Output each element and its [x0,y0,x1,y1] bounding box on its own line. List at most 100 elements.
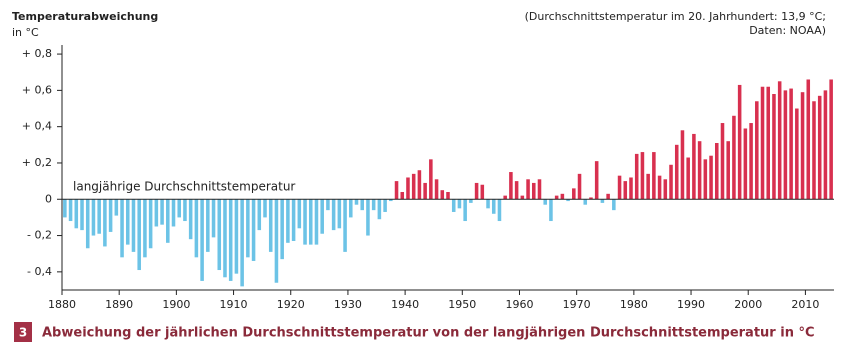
bar [417,170,422,200]
bar [577,173,582,200]
x-tick-label: 2010 [791,298,819,311]
y-tick-label: + 0,6 [22,83,52,96]
bar [234,199,239,274]
bar [457,199,462,209]
bar [251,199,256,261]
y-tick-label: - 0,2 [27,229,52,242]
bar [640,152,645,200]
y-tick-label: - 0,4 [27,265,52,278]
bar [400,192,405,200]
bar [143,199,147,258]
bar [246,199,250,258]
bar [349,199,353,218]
bar [486,199,490,209]
x-tick-label: 1900 [162,298,190,311]
bar [183,199,187,222]
bar [291,199,296,241]
bar [589,197,593,200]
bar [297,199,302,229]
bar [326,199,330,211]
bar [188,199,193,240]
x-tick-label: 1950 [448,298,476,311]
bar [68,199,73,222]
bar [423,182,427,200]
bar [434,179,439,200]
x-tick-label: 1980 [620,298,648,311]
bar [371,199,376,211]
bar [652,152,656,200]
bar [63,199,67,218]
bar [337,199,342,229]
y-tick-label: + 0,8 [22,47,52,60]
bar [194,199,199,258]
bar [554,195,559,200]
note: Daten: NOAA) [749,24,826,37]
bar [760,86,765,200]
bar [85,199,90,249]
bar [532,182,536,200]
bar [714,143,719,200]
bar [680,130,685,200]
bar [114,199,119,216]
bar [755,101,759,200]
bar [343,199,347,252]
bar [543,199,547,205]
bar [268,199,273,252]
bar [572,188,576,200]
bar [137,199,141,271]
bar [669,164,673,200]
bar [125,199,130,245]
bar [829,79,833,200]
bar [177,199,182,218]
bar [280,199,284,260]
bar [549,199,553,222]
bar [600,199,605,203]
bar [480,184,485,200]
bar [629,177,633,200]
bar [286,199,290,243]
bar [812,101,816,200]
bar [360,199,364,211]
bar [440,190,445,200]
bar [777,81,782,200]
bar [91,199,96,236]
bar [228,199,233,281]
bar [257,199,262,231]
bar [674,144,679,200]
bar [331,199,336,231]
bar [686,157,690,200]
bar [583,199,588,205]
bar [634,153,639,200]
bar [148,199,153,249]
note: (Durchschnittstemperatur im 20. Jahrhund… [525,10,826,23]
x-tick-label: 1920 [277,298,305,311]
bar [795,108,799,200]
bar [171,199,176,227]
x-tick-label: 1970 [563,298,591,311]
x-tick-label: 1930 [334,298,362,311]
bar [200,199,204,281]
bar [737,84,742,200]
bar [732,115,736,200]
bar [697,141,702,200]
bar [509,172,513,200]
bar [406,177,410,200]
bar [514,181,519,200]
bar [789,88,793,200]
bar [623,181,628,200]
bar [491,199,496,214]
bar [709,155,713,200]
bar [383,199,387,212]
figure-number: 3 [19,326,27,340]
bar [646,173,650,200]
bar [606,193,610,200]
bar [474,182,479,200]
bar [303,199,307,245]
bar [389,199,393,202]
x-tick-label: 2000 [734,298,762,311]
y-tick-label: + 0,4 [22,120,52,133]
bar [560,193,565,200]
bar [726,141,730,200]
bar [497,199,502,222]
